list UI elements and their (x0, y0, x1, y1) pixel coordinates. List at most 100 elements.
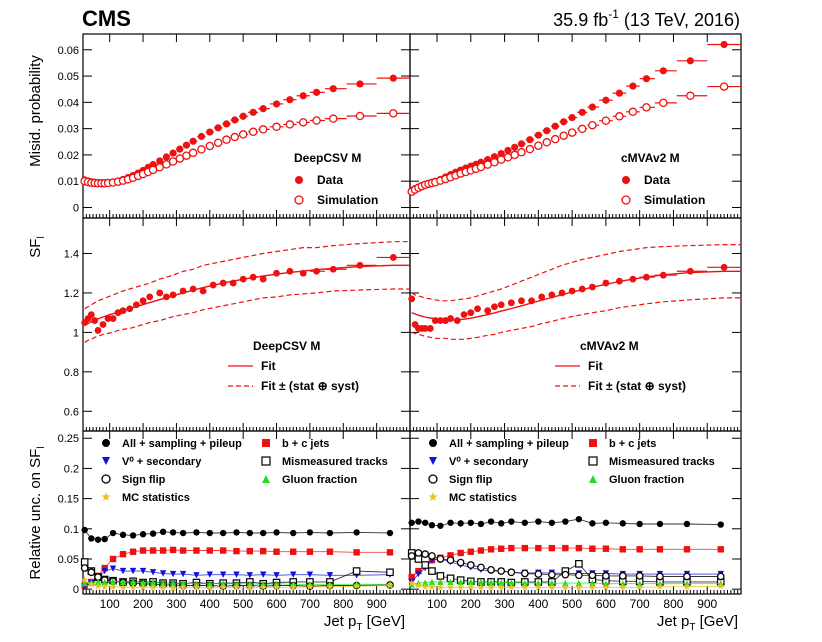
sf-right-panel-frame (409, 217, 742, 432)
unc-right-mc-statistics-point (436, 583, 445, 591)
unc-right-b-c-jets-point (457, 549, 464, 557)
misid-left-legend-label: Simulation (317, 193, 378, 207)
unc-left-b-c-jets-point (206, 547, 213, 554)
unc-left-legend-label: b + c jets (282, 438, 329, 450)
unc-right-all-sampling-pileup-point (487, 518, 495, 525)
misid-right-data-point (720, 40, 728, 49)
sf-left-data-point (229, 279, 237, 287)
unc-left-v-secondary-point (193, 572, 200, 579)
unc-left-gluon-fraction-point (94, 578, 102, 586)
misid-left-data-point (249, 108, 257, 116)
unc-right-all-sampling-pileup-point (656, 520, 664, 528)
sf-y-tick-label: 0.6 (64, 406, 79, 418)
unc-right-all-sampling-pileup-point (683, 520, 691, 528)
unc-left-b-c-jets-point (193, 547, 200, 554)
unc-left-mc-statistics-point (219, 583, 227, 591)
unc-left-gluon-fraction-point (159, 579, 167, 587)
unc-left-mc-statistics-point (87, 580, 95, 588)
sf-left-data-point (219, 279, 227, 287)
unc-right-sign-flip-point (683, 572, 691, 581)
misid-right-data-point (659, 67, 667, 75)
unc-right-gluon-fraction-point (437, 578, 444, 586)
misid-left-data-point (239, 112, 247, 120)
unc-left-b-c-jets-point (246, 547, 254, 555)
sf-right-data-point (474, 305, 481, 313)
unc-right-b-c-jets-point (619, 546, 626, 553)
unc-y-axis-title-text: Relative unc. on SF (27, 449, 44, 580)
unc-left-gluon-fraction-point (119, 578, 127, 586)
sf-right-data-point (659, 271, 667, 279)
experiment-label: CMS (82, 6, 131, 31)
sf-left-data-point (139, 297, 147, 305)
sf-left-data-point (389, 254, 397, 261)
unc-left-all-sampling-pileup-point (169, 529, 177, 536)
misid-left-data-point (389, 74, 397, 82)
right-x-tick-label: 500 (562, 597, 582, 611)
sf-right-data-point (629, 275, 637, 283)
unc-left-all-sampling-pileup-point (129, 532, 137, 539)
unc-right-b-c-jets-point (487, 546, 495, 553)
luminosity-label: 35.9 fb-1 (13 TeV, 2016) (553, 7, 740, 30)
unc-left-mc-statistics-point (169, 584, 177, 592)
unc-right-all-sampling-pileup-point (415, 518, 422, 525)
unc-left-legend-marker (262, 439, 270, 447)
misid-y-axis-title: Misid. probability (27, 55, 44, 167)
misid-left-data-point (286, 96, 294, 104)
misid-left-data-point (162, 153, 171, 161)
sf-left-data-point (249, 273, 257, 281)
misid-left-sim-point (205, 141, 215, 151)
unc-left-mc-statistics-point (109, 582, 117, 590)
sf-left-legend-label: Fit ± (stat ⊕ syst) (261, 379, 359, 393)
unc-right-b-c-jets-point (497, 545, 505, 552)
unc-left-legend-label: All + sampling + pileup (122, 438, 242, 450)
misid-left-data-point (299, 92, 307, 100)
unc-left-mc-statistics-point (139, 583, 147, 591)
unc-left-v-secondary-point (129, 567, 137, 575)
unc-right-b-c-jets-point (548, 544, 556, 552)
misid-right-data-point (642, 75, 651, 83)
unc-right-sign-flip-point (561, 570, 570, 579)
unc-left-mc-statistics-point (259, 583, 267, 591)
luminosity-value: 35.9 fb (553, 10, 608, 30)
unc-right-mc-statistics-point (414, 581, 423, 589)
unc-left-legend-marker (102, 439, 110, 447)
unc-left-all-sampling-pileup-point (149, 530, 157, 537)
left-x-tick-label: 400 (200, 597, 220, 611)
unc-right-mc-statistics-point (421, 582, 429, 590)
unc-right-mismeasured-tracks-point (575, 560, 583, 568)
sf-left-data-point (239, 275, 247, 283)
unc-right-legend-label: Gluon fraction (609, 474, 684, 486)
unc-right-sign-flip-point (428, 552, 436, 560)
unc-left-legend-marker (101, 492, 111, 501)
misid-right-data-point (602, 96, 610, 104)
unc-right-b-c-jets-point (408, 573, 415, 581)
unc-left-b-c-jets-point (219, 547, 227, 554)
unc-left-all-sampling-pileup-point (306, 529, 314, 536)
misid-right-sim-point (601, 116, 611, 125)
misid-right-legend-marker (621, 195, 631, 205)
unc-right-sign-flip-point (507, 568, 516, 577)
unc-right-mc-statistics-point (521, 583, 529, 591)
unc-right-b-c-jets-point (683, 546, 691, 553)
unc-right-sign-flip-point (436, 555, 445, 563)
sf-y-tick-label: 1.2 (64, 288, 79, 300)
right-x-tick-label: 100 (427, 597, 447, 611)
unc-right-sign-flip-point (446, 556, 455, 565)
unc-right-b-c-jets-point (636, 546, 643, 553)
unc-right-gluon-fraction-point (535, 579, 542, 587)
unc-right-sign-flip-point (497, 567, 506, 575)
misid-left-data-point (197, 132, 206, 141)
unc-left-b-c-jets-point (259, 547, 267, 555)
sf-right-data-point (602, 279, 610, 287)
misid-left-sim-point (188, 148, 198, 158)
misid-left-sim-point (285, 120, 295, 129)
sf-y-axis-title: SFl (27, 236, 47, 257)
unc-left-v-secondary-point (259, 571, 267, 578)
misid-left-sim-point (222, 135, 231, 144)
misid-left-sim-point (197, 145, 206, 154)
unc-right-sign-flip-point (477, 563, 485, 572)
unc-right-b-c-jets-point (508, 544, 515, 552)
unc-right-legend-label: MC statistics (449, 492, 517, 504)
unc-left-all-sampling-pileup-point (179, 529, 187, 537)
unc-left-all-sampling-pileup-point (88, 535, 95, 542)
